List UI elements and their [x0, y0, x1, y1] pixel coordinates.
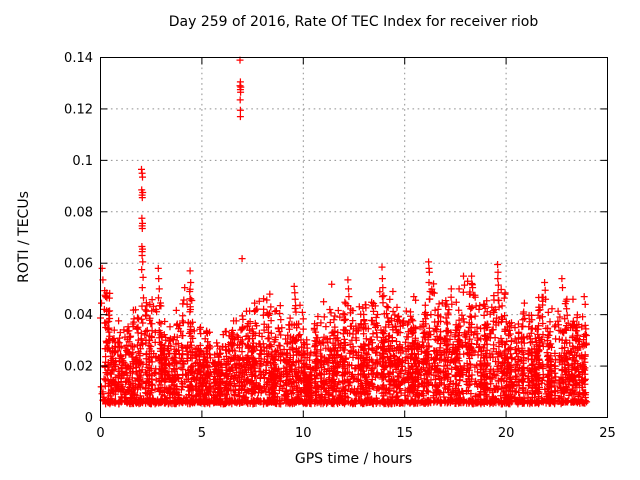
data-points	[97, 56, 591, 408]
x-tick-label: 25	[599, 426, 616, 441]
tick-labels: 0 0.02 0.04 0.06 0.08 0.1 0.12 0.14 0 5 10 15 20 25	[64, 51, 616, 441]
y-tick-label: 0.14	[64, 51, 93, 66]
y-tick-label: 0.08	[64, 205, 93, 220]
plot-border-and-ticks	[100, 57, 608, 418]
x-tick-label: 20	[498, 426, 515, 441]
x-tick-label: 0	[96, 426, 104, 441]
x-tick-label: 15	[396, 426, 413, 441]
y-tick-label: 0.1	[72, 154, 93, 169]
y-tick-label: 0.12	[64, 102, 93, 117]
chart-title: Day 259 of 2016, Rate Of TEC Index for r…	[168, 14, 539, 30]
x-tick-label: 5	[198, 426, 206, 441]
x-tick-label: 10	[295, 426, 312, 441]
y-tick-label: 0	[85, 411, 93, 426]
x-axis-label: GPS time / hours	[294, 451, 413, 467]
y-axis-label: ROTI / TECUs	[16, 191, 32, 283]
y-tick-label: 0.02	[64, 360, 93, 375]
y-tick-label: 0.04	[64, 308, 93, 323]
y-tick-label: 0.06	[64, 257, 93, 272]
